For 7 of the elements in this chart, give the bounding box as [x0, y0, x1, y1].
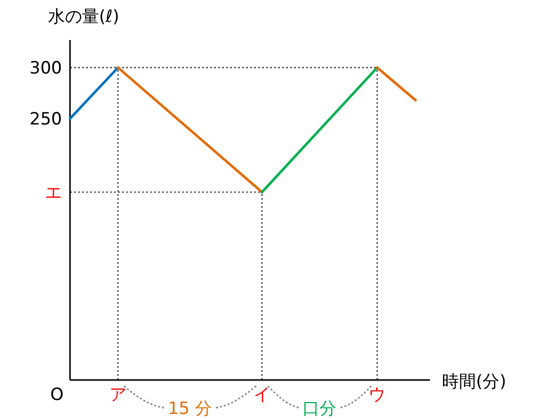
x-tick-label: ア — [110, 385, 126, 405]
y-axis-title: 水の量(ℓ) — [48, 7, 120, 27]
note: O — [50, 385, 64, 405]
y-tick-label: エ — [45, 183, 62, 204]
x-axis-title: 時間(分) — [442, 372, 506, 392]
y-tick-label: 250 — [30, 110, 62, 130]
y-tick-label: 300 — [30, 58, 62, 79]
